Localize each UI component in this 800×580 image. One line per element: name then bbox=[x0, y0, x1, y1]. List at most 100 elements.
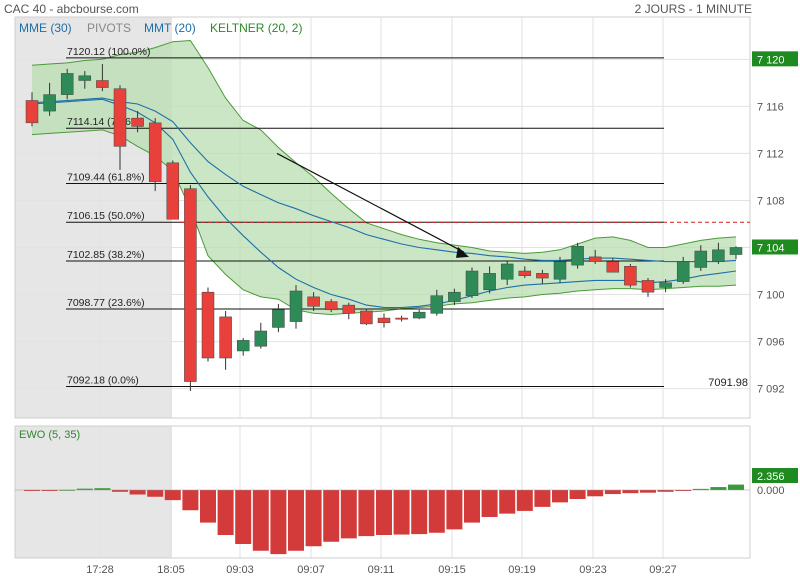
candle-up bbox=[712, 249, 725, 262]
ewo-bar bbox=[446, 490, 463, 530]
ewo-bar bbox=[252, 490, 269, 551]
trend-arrow-head bbox=[456, 246, 469, 258]
x-tick-label: 17:28 bbox=[86, 564, 114, 576]
ewo-bar bbox=[622, 490, 639, 494]
mme-30-line bbox=[31, 97, 737, 263]
candle-up bbox=[254, 330, 268, 347]
candle-down bbox=[184, 188, 197, 382]
candle-down bbox=[131, 117, 144, 127]
candle-down bbox=[588, 256, 602, 262]
ewo-bar bbox=[552, 490, 568, 503]
candle-down bbox=[518, 270, 532, 276]
ewo-bar bbox=[411, 490, 428, 535]
fib-level-label: 7098.77 (23.6%) bbox=[67, 297, 145, 309]
ewo-last-value-text: 2.356 bbox=[757, 471, 785, 483]
ewo-bar bbox=[147, 490, 164, 497]
ewo-zero-label: 0.000 bbox=[757, 485, 785, 497]
ewo-bar bbox=[288, 490, 304, 551]
prev-close-text: 7 120 bbox=[757, 54, 785, 66]
candle-down bbox=[606, 261, 620, 273]
ewo-panel-border bbox=[14, 425, 751, 559]
fib-level-label: 7092.18 (0.0%) bbox=[67, 374, 139, 386]
candle-up bbox=[289, 290, 303, 322]
chart-title: CAC 40 - abcbourse.com bbox=[4, 2, 139, 16]
ewo-last-value-badge bbox=[752, 468, 798, 483]
ewo-bar bbox=[376, 490, 392, 535]
candle-up bbox=[430, 295, 444, 314]
legend-item: PIVOTS bbox=[87, 21, 131, 35]
candle-down bbox=[201, 291, 215, 359]
candle-up bbox=[412, 311, 426, 319]
ewo-bar bbox=[657, 490, 674, 492]
legend-item: MME (30) bbox=[19, 21, 72, 35]
last-price-text: 7 104 bbox=[757, 242, 785, 254]
ewo-bar bbox=[569, 490, 586, 499]
ewo-bar bbox=[358, 490, 375, 537]
ewo-bar bbox=[76, 488, 93, 490]
ewo-bar bbox=[94, 488, 111, 490]
x-tick-label: 09:23 bbox=[579, 564, 607, 576]
ewo-bar bbox=[499, 490, 516, 514]
candle-up bbox=[78, 75, 92, 81]
candle-up bbox=[694, 250, 708, 268]
candle-down bbox=[324, 301, 338, 311]
y-tick-label: 7 116 bbox=[757, 101, 784, 113]
candle-up bbox=[236, 340, 250, 352]
candle-down bbox=[307, 296, 320, 307]
candle-down bbox=[113, 88, 127, 147]
candle-up bbox=[729, 247, 743, 255]
candle-down bbox=[219, 316, 232, 359]
candle-up bbox=[448, 291, 461, 302]
candle-up bbox=[571, 246, 584, 266]
candle-down bbox=[96, 80, 109, 88]
x-tick-label: 09:15 bbox=[438, 564, 466, 576]
trend-arrow-line bbox=[276, 152, 465, 253]
ewo-bar bbox=[640, 490, 656, 493]
ewo-bar bbox=[129, 490, 146, 495]
last-price-badge bbox=[752, 239, 798, 255]
y-tick-label: 7 096 bbox=[757, 337, 785, 349]
ewo-bar bbox=[604, 490, 621, 495]
x-tick-label: 09:03 bbox=[226, 564, 254, 576]
candle-down bbox=[395, 317, 408, 320]
ewo-bar bbox=[200, 490, 216, 523]
y-tick-label: 7 092 bbox=[757, 384, 785, 396]
fib-level-label: 7120.12 (100.0%) bbox=[67, 46, 150, 58]
ewo-bar bbox=[481, 490, 498, 517]
ewo-bar bbox=[323, 490, 340, 542]
x-tick-label: 09:19 bbox=[508, 564, 536, 576]
ewo-bar bbox=[393, 490, 410, 535]
fib-level-label: 7109.44 (61.8%) bbox=[67, 172, 145, 184]
fib-level-label: 7102.85 (38.2%) bbox=[67, 249, 145, 261]
ewo-title: EWO (5, 35) bbox=[19, 429, 80, 441]
candle-up bbox=[483, 273, 496, 291]
x-tick-label: 18:05 bbox=[157, 564, 185, 576]
session-low-label: 7091.98 bbox=[708, 377, 748, 389]
ewo-bar bbox=[182, 490, 199, 511]
x-tick-label: 09:27 bbox=[649, 564, 677, 576]
candle-up bbox=[553, 261, 567, 280]
ewo-bar bbox=[340, 490, 357, 539]
ewo-bar bbox=[675, 490, 692, 491]
legend-item: KELTNER (20, 2) bbox=[210, 21, 302, 35]
ewo-bar bbox=[710, 487, 727, 490]
legend-item: MMT (20) bbox=[144, 21, 196, 35]
mmt-20-line bbox=[31, 98, 737, 309]
ewo-bar bbox=[692, 488, 709, 490]
period-label: 2 JOURS - 1 MINUTE bbox=[634, 2, 752, 16]
candle-down bbox=[641, 280, 655, 293]
ewo-bar bbox=[516, 490, 533, 511]
candle-up bbox=[465, 270, 479, 296]
candle-up bbox=[659, 282, 672, 288]
ewo-bar bbox=[235, 490, 252, 544]
y-tick-label: 7 100 bbox=[757, 290, 785, 302]
ewo-bar bbox=[217, 490, 234, 535]
keltner-band-fill bbox=[32, 40, 736, 315]
candle-up bbox=[60, 73, 74, 95]
candle-down bbox=[166, 162, 180, 220]
candle-up bbox=[676, 261, 690, 282]
ewo-bar bbox=[464, 490, 480, 523]
ewo-bar bbox=[270, 490, 287, 555]
candle-down bbox=[360, 310, 373, 325]
